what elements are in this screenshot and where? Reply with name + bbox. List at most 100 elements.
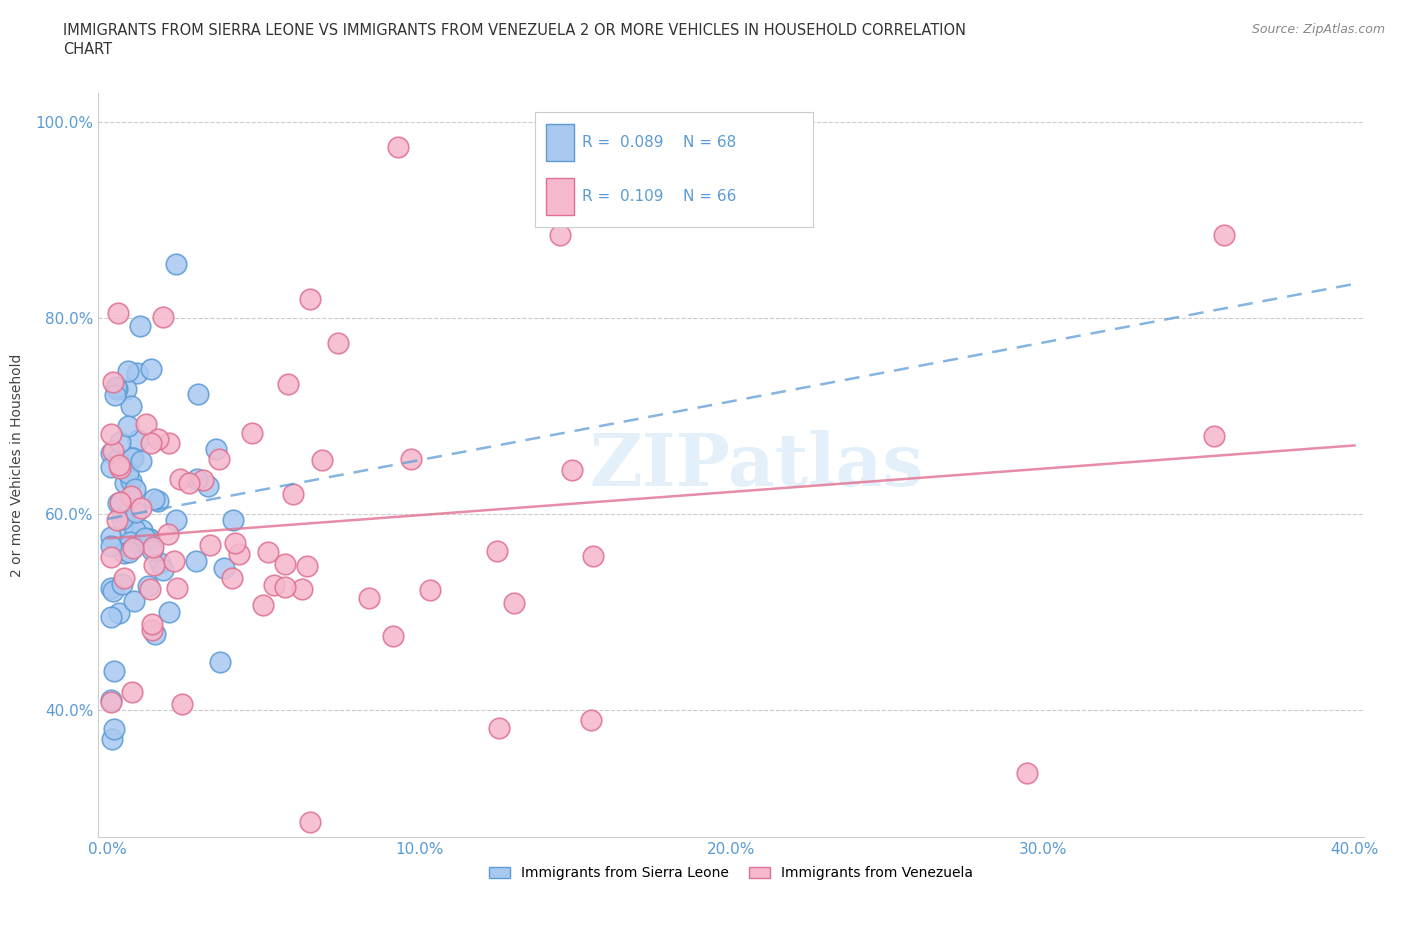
Immigrants from Sierra Leone bbox=[120, 474, 142, 489]
Immigrants from Sierra Leone bbox=[122, 451, 145, 466]
Immigrants from Sierra Leone bbox=[122, 538, 145, 553]
Immigrants from Venezuela bbox=[208, 451, 231, 466]
Immigrants from Sierra Leone bbox=[100, 539, 122, 554]
Immigrants from Sierra Leone bbox=[104, 388, 127, 403]
Immigrants from Venezuela bbox=[152, 310, 174, 325]
Immigrants from Sierra Leone bbox=[148, 494, 170, 509]
Immigrants from Venezuela bbox=[112, 570, 135, 585]
Immigrants from Sierra Leone bbox=[112, 546, 135, 561]
Immigrants from Venezuela bbox=[291, 582, 314, 597]
Immigrants from Venezuela bbox=[129, 501, 152, 516]
Immigrants from Venezuela bbox=[100, 695, 122, 710]
Immigrants from Venezuela bbox=[224, 535, 246, 550]
Immigrants from Venezuela bbox=[105, 512, 128, 527]
Immigrants from Sierra Leone bbox=[107, 496, 129, 511]
Immigrants from Sierra Leone bbox=[120, 535, 142, 550]
Immigrants from Sierra Leone bbox=[114, 461, 136, 476]
Immigrants from Venezuela bbox=[103, 374, 125, 389]
Immigrants from Sierra Leone bbox=[134, 530, 156, 545]
Immigrants from Sierra Leone bbox=[101, 732, 124, 747]
Immigrants from Venezuela bbox=[141, 622, 163, 637]
Immigrants from Sierra Leone bbox=[101, 583, 124, 598]
Immigrants from Sierra Leone bbox=[100, 580, 122, 595]
Text: Source: ZipAtlas.com: Source: ZipAtlas.com bbox=[1251, 23, 1385, 36]
Immigrants from Sierra Leone bbox=[222, 512, 245, 527]
Immigrants from Venezuela bbox=[488, 721, 510, 736]
Immigrants from Sierra Leone bbox=[114, 508, 136, 523]
Immigrants from Venezuela bbox=[193, 472, 215, 487]
Immigrants from Sierra Leone bbox=[100, 459, 122, 474]
Immigrants from Venezuela bbox=[382, 629, 405, 644]
Immigrants from Venezuela bbox=[156, 526, 179, 541]
Immigrants from Venezuela bbox=[169, 472, 191, 486]
Immigrants from Venezuela bbox=[274, 557, 297, 572]
Immigrants from Sierra Leone bbox=[186, 472, 208, 486]
Immigrants from Sierra Leone bbox=[114, 382, 136, 397]
Immigrants from Sierra Leone bbox=[120, 399, 142, 414]
Immigrants from Sierra Leone bbox=[157, 604, 180, 619]
Immigrants from Venezuela bbox=[1204, 428, 1226, 443]
Immigrants from Sierra Leone bbox=[111, 512, 134, 526]
Immigrants from Sierra Leone bbox=[143, 491, 166, 506]
Immigrants from Venezuela bbox=[299, 815, 322, 830]
Immigrants from Sierra Leone bbox=[124, 523, 146, 538]
Immigrants from Venezuela bbox=[148, 432, 170, 446]
Immigrants from Sierra Leone bbox=[128, 318, 150, 333]
Immigrants from Venezuela bbox=[100, 427, 122, 442]
Immigrants from Sierra Leone bbox=[120, 525, 142, 539]
Immigrants from Sierra Leone bbox=[100, 609, 122, 624]
Immigrants from Sierra Leone bbox=[205, 442, 228, 457]
Immigrants from Venezuela bbox=[357, 591, 380, 605]
Immigrants from Venezuela bbox=[299, 291, 322, 306]
Immigrants from Sierra Leone bbox=[197, 479, 219, 494]
Immigrants from Venezuela bbox=[107, 305, 129, 320]
Legend: Immigrants from Sierra Leone, Immigrants from Venezuela: Immigrants from Sierra Leone, Immigrants… bbox=[484, 861, 979, 886]
Immigrants from Sierra Leone bbox=[165, 512, 187, 527]
Immigrants from Venezuela bbox=[100, 550, 122, 565]
Text: CHART: CHART bbox=[63, 42, 112, 57]
Immigrants from Venezuela bbox=[228, 547, 250, 562]
Immigrants from Venezuela bbox=[240, 425, 263, 440]
Immigrants from Venezuela bbox=[277, 377, 299, 392]
Immigrants from Venezuela bbox=[221, 571, 243, 586]
Immigrants from Sierra Leone bbox=[143, 627, 166, 642]
Immigrants from Sierra Leone bbox=[186, 554, 208, 569]
Immigrants from Venezuela bbox=[502, 596, 524, 611]
Immigrants from Venezuela bbox=[328, 336, 350, 351]
Immigrants from Sierra Leone bbox=[124, 482, 146, 497]
Immigrants from Venezuela bbox=[281, 486, 304, 501]
Immigrants from Sierra Leone bbox=[110, 577, 132, 591]
Text: IMMIGRANTS FROM SIERRA LEONE VS IMMIGRANTS FROM VENEZUELA 2 OR MORE VEHICLES IN : IMMIGRANTS FROM SIERRA LEONE VS IMMIGRAN… bbox=[63, 23, 966, 38]
Immigrants from Sierra Leone bbox=[117, 466, 139, 481]
Immigrants from Venezuela bbox=[157, 435, 180, 450]
Immigrants from Venezuela bbox=[579, 712, 602, 727]
Immigrants from Venezuela bbox=[142, 539, 165, 554]
Immigrants from Sierra Leone bbox=[122, 594, 145, 609]
Immigrants from Venezuela bbox=[198, 538, 221, 552]
Immigrants from Sierra Leone bbox=[124, 505, 146, 520]
Immigrants from Venezuela bbox=[141, 436, 163, 451]
Immigrants from Sierra Leone bbox=[212, 561, 235, 576]
Immigrants from Sierra Leone bbox=[100, 445, 122, 460]
Immigrants from Venezuela bbox=[486, 543, 509, 558]
Immigrants from Venezuela bbox=[108, 494, 131, 509]
Immigrants from Sierra Leone bbox=[117, 545, 139, 560]
Immigrants from Venezuela bbox=[263, 578, 285, 592]
Immigrants from Sierra Leone bbox=[141, 542, 163, 557]
Immigrants from Venezuela bbox=[121, 684, 143, 699]
Immigrants from Sierra Leone bbox=[139, 361, 162, 376]
Immigrants from Venezuela bbox=[1212, 228, 1234, 243]
Immigrants from Sierra Leone bbox=[131, 523, 153, 538]
Immigrants from Sierra Leone bbox=[139, 531, 162, 546]
Immigrants from Venezuela bbox=[561, 462, 583, 477]
Immigrants from Sierra Leone bbox=[208, 655, 231, 670]
Immigrants from Sierra Leone bbox=[100, 693, 122, 708]
Immigrants from Sierra Leone bbox=[136, 578, 159, 593]
Immigrants from Sierra Leone bbox=[125, 365, 148, 380]
Immigrants from Venezuela bbox=[108, 461, 131, 476]
Immigrants from Venezuela bbox=[120, 488, 142, 503]
Immigrants from Sierra Leone bbox=[110, 498, 132, 512]
Immigrants from Sierra Leone bbox=[165, 257, 187, 272]
Immigrants from Venezuela bbox=[139, 582, 162, 597]
Immigrants from Sierra Leone bbox=[187, 387, 209, 402]
